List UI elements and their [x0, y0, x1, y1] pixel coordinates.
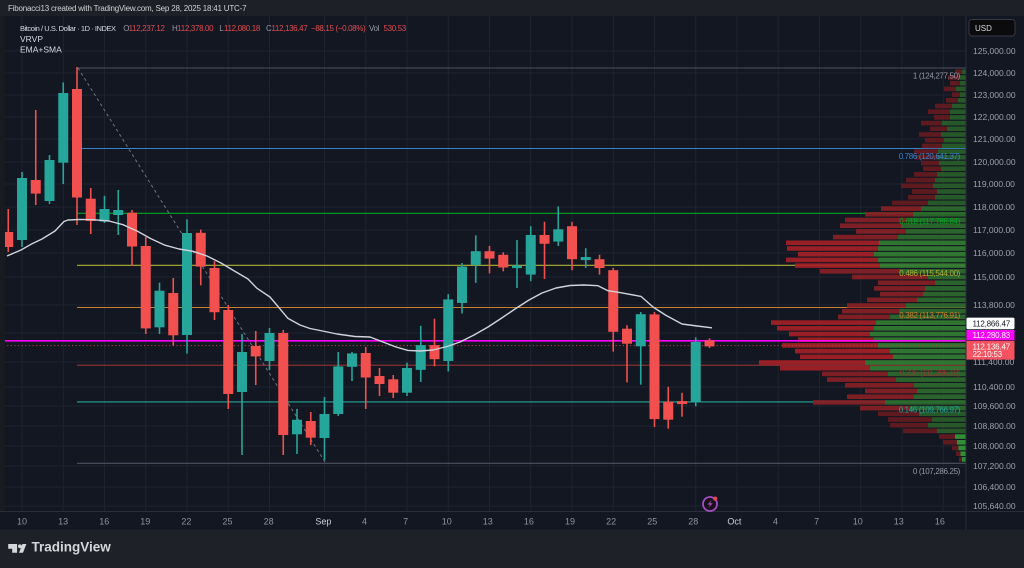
svg-text:118,000.00: 118,000.00	[973, 202, 1015, 212]
svg-text:112,378.00: 112,378.00	[177, 24, 214, 33]
svg-text:22: 22	[606, 517, 616, 527]
svg-text:0.236 (111,296.19): 0.236 (111,296.19)	[900, 369, 961, 378]
svg-text:28: 28	[264, 517, 274, 527]
svg-text:10: 10	[442, 517, 452, 527]
svg-text:25: 25	[222, 517, 232, 527]
svg-text:117,000.00: 117,000.00	[973, 225, 1015, 235]
svg-text:119,000.00: 119,000.00	[973, 179, 1015, 189]
svg-text:116,000.00: 116,000.00	[973, 248, 1015, 258]
svg-text:112,080.18: 112,080.18	[224, 24, 261, 33]
svg-text:16: 16	[524, 517, 534, 527]
svg-text:123,000.00: 123,000.00	[973, 90, 1016, 100]
svg-text:7: 7	[403, 517, 408, 527]
svg-text:19: 19	[140, 517, 150, 527]
svg-text:Bitcoin / U.S. Dollar · 1D · I: Bitcoin / U.S. Dollar · 1D · INDEX	[20, 24, 116, 33]
svg-text:0.786 (120,641.37): 0.786 (120,641.37)	[899, 152, 961, 161]
svg-text:108,800.00: 108,800.00	[973, 421, 1016, 431]
svg-text:111,400.00: 111,400.00	[973, 357, 1015, 367]
svg-text:4: 4	[773, 517, 778, 527]
svg-text:4: 4	[362, 517, 367, 527]
svg-text:Oct: Oct	[727, 517, 742, 527]
svg-text:112,866.47: 112,866.47	[973, 320, 1011, 329]
svg-text:H: H	[172, 24, 178, 33]
svg-text:115,000.00: 115,000.00	[973, 272, 1015, 282]
svg-text:112,280.83: 112,280.83	[973, 331, 1011, 340]
svg-text:109,600.00: 109,600.00	[973, 401, 1016, 411]
svg-text:Sep: Sep	[315, 517, 331, 527]
svg-text:22: 22	[181, 517, 191, 527]
svg-text:10: 10	[17, 517, 27, 527]
svg-text:TradingView: TradingView	[32, 540, 112, 555]
svg-text:22:10:53: 22:10:53	[973, 350, 1003, 359]
svg-text:125,000.00: 125,000.00	[973, 46, 1016, 56]
svg-text:113,800.00: 113,800.00	[973, 300, 1015, 310]
svg-text:0.486 (115,544.00): 0.486 (115,544.00)	[899, 269, 960, 278]
svg-text:0 (107,286.25): 0 (107,286.25)	[913, 467, 961, 476]
svg-text:7: 7	[814, 517, 819, 527]
svg-text:10: 10	[853, 517, 863, 527]
svg-text:16: 16	[99, 517, 109, 527]
svg-text:L: L	[219, 24, 224, 33]
svg-text:0.146 (109,766.97): 0.146 (109,766.97)	[899, 405, 961, 414]
svg-text:25: 25	[647, 517, 657, 527]
svg-text:530.53: 530.53	[384, 24, 407, 33]
svg-text:112,237.12: 112,237.12	[129, 24, 166, 33]
svg-text:110,400.00: 110,400.00	[973, 382, 1015, 392]
svg-text:124,000.00: 124,000.00	[973, 68, 1016, 78]
svg-text:106,400.00: 106,400.00	[973, 482, 1016, 492]
svg-text:EMA+SMA: EMA+SMA	[20, 45, 62, 55]
svg-text:13: 13	[483, 517, 493, 527]
svg-text:105,640.00: 105,640.00	[973, 501, 1016, 511]
svg-text:1 (124,277.50): 1 (124,277.50)	[913, 72, 961, 81]
svg-text:120,000.00: 120,000.00	[973, 157, 1016, 167]
svg-text:0.618 (117,786.84): 0.618 (117,786.84)	[899, 217, 960, 226]
svg-text:USD: USD	[975, 24, 992, 33]
svg-text:0.382 (113,776.91): 0.382 (113,776.91)	[899, 311, 960, 320]
svg-text:−88.15 (−0.08%): −88.15 (−0.08%)	[311, 24, 366, 33]
svg-text:121,000.00: 121,000.00	[973, 134, 1016, 144]
svg-text:108,000.00: 108,000.00	[973, 441, 1016, 451]
svg-text:Fibonacci13 created with Tradi: Fibonacci13 created with TradingView.com…	[8, 4, 247, 13]
svg-text:Vol: Vol	[369, 24, 380, 33]
svg-text:107,200.00: 107,200.00	[973, 461, 1016, 471]
svg-text:C: C	[266, 24, 272, 33]
svg-text:VRVP: VRVP	[20, 34, 43, 44]
svg-text:O: O	[123, 24, 129, 33]
svg-text:16: 16	[935, 517, 945, 527]
svg-text:19: 19	[565, 517, 575, 527]
svg-text:112,136.47: 112,136.47	[973, 342, 1011, 351]
svg-text:13: 13	[58, 517, 68, 527]
svg-text:122,000.00: 122,000.00	[973, 112, 1016, 122]
svg-text:13: 13	[894, 517, 904, 527]
svg-text:112,136.47: 112,136.47	[271, 24, 308, 33]
svg-text:28: 28	[688, 517, 698, 527]
